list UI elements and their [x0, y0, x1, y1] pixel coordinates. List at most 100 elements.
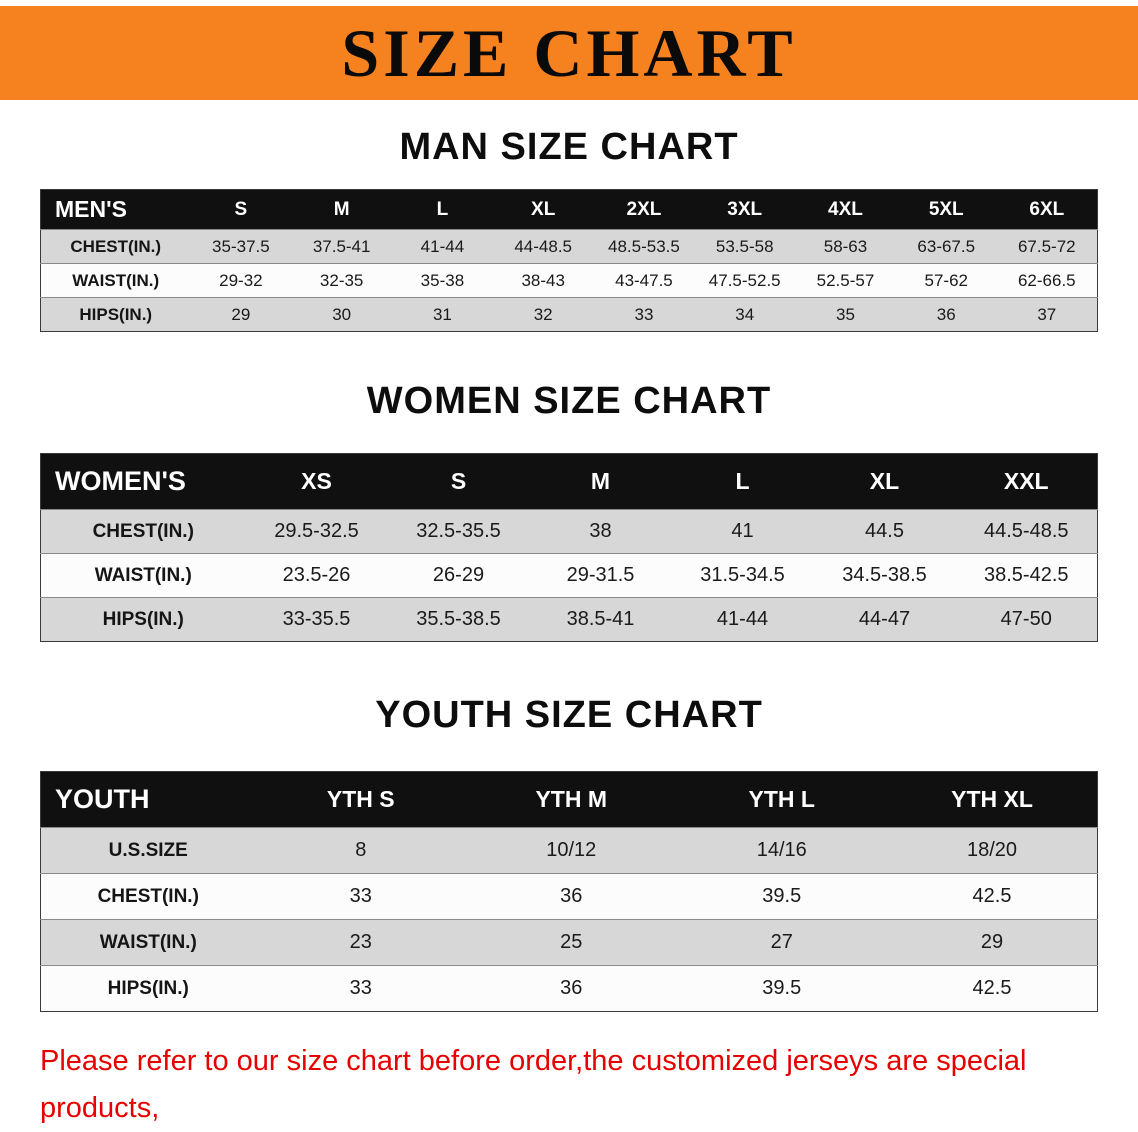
table-row: U.S.SIZE 8 10/12 14/16 18/20 [40, 827, 1098, 874]
size-cell: 29.5-32.5 [245, 509, 388, 554]
size-cell: 44-47 [813, 597, 956, 642]
section-men: MAN SIZE CHART MEN'S S M L XL 2XL 3XL 4XL 5XL 6XL C… [0, 126, 1138, 332]
size-cell: 38 [529, 509, 672, 554]
page-title: SIZE CHART [341, 14, 797, 91]
size-cell: 32-35 [291, 263, 393, 298]
row-label: CHEST(IN.) [40, 229, 191, 264]
row-label: U.S.SIZE [40, 827, 256, 874]
size-cell: 31 [392, 297, 493, 332]
size-cell: 8 [255, 827, 466, 874]
table-row: HIPS(IN.) 33-35.5 35.5-38.5 38.5-41 41-44 44-… [40, 597, 1098, 642]
size-cell: 33 [255, 873, 466, 920]
size-cell: 62-66.5 [996, 263, 1098, 298]
column-header: L [671, 453, 814, 510]
column-header: 4XL [795, 189, 896, 230]
size-cell: 30 [291, 297, 393, 332]
size-cell: 38.5-41 [529, 597, 672, 642]
size-cell: 41-44 [671, 597, 814, 642]
table-row: HIPS(IN.) 29 30 31 32 33 34 35 36 37 [40, 297, 1098, 332]
table-row: WAIST(IN.) 23 25 27 29 [40, 919, 1098, 966]
column-header: 2XL [593, 189, 695, 230]
table-row: HIPS(IN.) 33 36 39.5 42.5 [40, 965, 1098, 1012]
size-cell: 34 [694, 297, 796, 332]
column-header: S [387, 453, 530, 510]
column-header: XL [813, 453, 956, 510]
size-cell: 38.5-42.5 [955, 553, 1098, 598]
table-row: CHEST(IN.) 29.5-32.5 32.5-35.5 38 41 44.5 44.5… [40, 509, 1098, 554]
size-chart-page: { "banner": { "title": "SIZE CHART" }, "… [0, 6, 1138, 1132]
size-cell: 41 [671, 509, 814, 554]
size-cell: 33 [255, 965, 466, 1012]
size-cell: 58-63 [795, 229, 896, 264]
size-cell: 44-48.5 [492, 229, 594, 264]
row-label: WAIST(IN.) [40, 553, 246, 598]
size-cell: 43-47.5 [593, 263, 695, 298]
header-row: WOMEN'S XS S M L XL XXL [40, 453, 1098, 510]
header-row: YOUTH YTH S YTH M YTH L YTH XL [40, 771, 1098, 828]
size-cell: 29-32 [190, 263, 292, 298]
size-table-men: MEN'S S M L XL 2XL 3XL 4XL 5XL 6XL CHEST(IN.) 35-37… [40, 189, 1098, 332]
size-cell: 67.5-72 [996, 229, 1098, 264]
size-cell: 42.5 [887, 873, 1098, 920]
title-banner: SIZE CHART [0, 6, 1138, 100]
table-corner-label: WOMEN'S [40, 453, 246, 510]
size-cell: 36 [895, 297, 997, 332]
size-cell: 10/12 [466, 827, 677, 874]
size-cell: 14/16 [676, 827, 887, 874]
row-label: WAIST(IN.) [40, 263, 191, 298]
size-cell: 37 [996, 297, 1098, 332]
size-cell: 32 [492, 297, 594, 332]
row-label: HIPS(IN.) [40, 297, 191, 332]
size-cell: 33-35.5 [245, 597, 388, 642]
column-header: YTH XL [887, 771, 1098, 828]
size-cell: 29-31.5 [529, 553, 672, 598]
row-label: HIPS(IN.) [40, 597, 246, 642]
section-women: WOMEN SIZE CHART WOMEN'S XS S M L XL XXL CHEST(I… [0, 380, 1138, 642]
header-row: MEN'S S M L XL 2XL 3XL 4XL 5XL 6XL [40, 189, 1098, 230]
column-header: 5XL [895, 189, 997, 230]
size-cell: 34.5-38.5 [813, 553, 956, 598]
column-header: YTH M [466, 771, 677, 828]
column-header: M [291, 189, 393, 230]
table-corner-label: MEN'S [40, 189, 191, 230]
size-cell: 29 [887, 919, 1098, 966]
size-cell: 63-67.5 [895, 229, 997, 264]
size-cell: 39.5 [676, 873, 887, 920]
column-header: 6XL [996, 189, 1098, 230]
section-heading-women: WOMEN SIZE CHART [366, 380, 772, 422]
size-cell: 35.5-38.5 [387, 597, 530, 642]
size-table-women: WOMEN'S XS S M L XL XXL CHEST(IN.) 29.5-32.5 32.5… [40, 453, 1098, 642]
size-cell: 36 [466, 873, 677, 920]
size-cell: 44.5 [813, 509, 956, 554]
size-cell: 42.5 [887, 965, 1098, 1012]
size-cell: 35 [795, 297, 896, 332]
size-cell: 39.5 [676, 965, 887, 1012]
row-label: CHEST(IN.) [40, 509, 246, 554]
size-cell: 35-37.5 [190, 229, 292, 264]
size-cell: 36 [466, 965, 677, 1012]
row-label: CHEST(IN.) [40, 873, 256, 920]
size-cell: 32.5-35.5 [387, 509, 530, 554]
size-cell: 33 [593, 297, 695, 332]
size-cell: 29 [190, 297, 292, 332]
table-row: WAIST(IN.) 29-32 32-35 35-38 38-43 43-47.5 47.… [40, 263, 1098, 298]
size-cell: 35-38 [392, 263, 493, 298]
size-cell: 18/20 [887, 827, 1098, 874]
size-table-youth: YOUTH YTH S YTH M YTH L YTH XL U.S.SIZE 8 10/12… [40, 771, 1098, 1012]
table-corner-label: YOUTH [40, 771, 256, 828]
row-label: WAIST(IN.) [40, 919, 256, 966]
column-header: YTH L [676, 771, 887, 828]
column-header: M [529, 453, 672, 510]
column-header: XXL [955, 453, 1098, 510]
size-cell: 38-43 [492, 263, 594, 298]
size-cell: 41-44 [392, 229, 493, 264]
size-cell: 57-62 [895, 263, 997, 298]
sections-container: MAN SIZE CHART MEN'S S M L XL 2XL 3XL 4XL 5XL 6XL C… [0, 126, 1138, 1012]
column-header: YTH S [255, 771, 466, 828]
column-header: L [392, 189, 493, 230]
size-cell: 47.5-52.5 [694, 263, 796, 298]
footer-note: Please refer to our size chart before or… [40, 1038, 1118, 1132]
footer-line-1: Please refer to our size chart before or… [40, 1045, 1027, 1124]
column-header: 3XL [694, 189, 796, 230]
column-header: XS [245, 453, 388, 510]
